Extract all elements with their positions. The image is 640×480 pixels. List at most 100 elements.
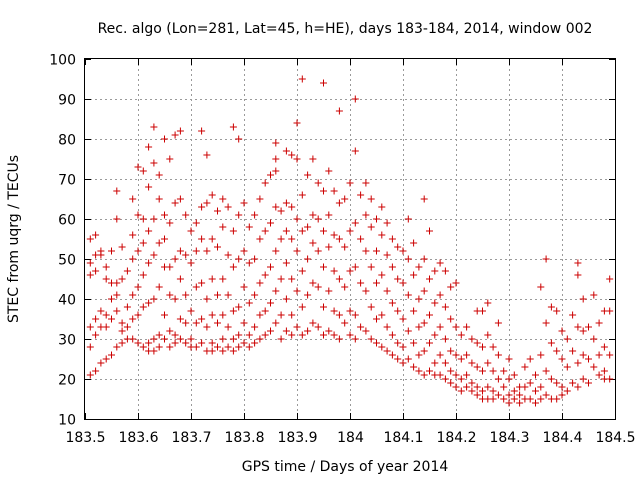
data-point	[590, 335, 598, 343]
x-tick-label: 183.5	[65, 430, 105, 446]
data-point	[176, 315, 184, 323]
data-point	[388, 263, 396, 271]
data-point	[298, 331, 306, 339]
data-point	[436, 351, 444, 359]
data-point	[176, 195, 184, 203]
data-point	[410, 271, 418, 279]
data-point	[399, 247, 407, 255]
data-point	[240, 319, 248, 327]
data-point	[457, 355, 465, 363]
data-point	[277, 235, 285, 243]
x-tick-label: 184.2	[436, 430, 476, 446]
data-point	[187, 227, 195, 235]
data-point	[261, 271, 269, 279]
data-point	[547, 303, 555, 311]
data-point	[542, 391, 550, 399]
data-point	[320, 303, 327, 311]
data-point	[277, 335, 285, 343]
data-point	[468, 387, 476, 395]
data-point	[431, 359, 439, 367]
data-point	[198, 279, 206, 287]
data-point	[378, 231, 386, 239]
data-point	[420, 319, 428, 327]
data-point	[277, 275, 285, 283]
data-point	[288, 203, 296, 211]
data-point	[176, 247, 184, 255]
data-point	[235, 343, 243, 351]
data-point	[304, 223, 312, 231]
data-point	[394, 307, 402, 315]
data-point	[304, 291, 312, 299]
data-point	[426, 311, 433, 319]
data-point	[224, 203, 232, 211]
data-point	[150, 251, 158, 259]
data-point	[86, 323, 94, 331]
data-point	[129, 231, 137, 239]
data-point	[108, 247, 115, 255]
data-point	[224, 343, 232, 351]
data-point	[261, 331, 269, 339]
data-point	[251, 291, 259, 299]
data-point	[224, 323, 232, 331]
data-point	[479, 343, 486, 351]
data-point	[245, 223, 253, 231]
data-point	[510, 371, 518, 379]
plot-frame	[84, 58, 616, 420]
data-point	[404, 215, 412, 223]
data-point	[214, 343, 221, 351]
data-point	[330, 331, 338, 339]
data-point	[420, 347, 428, 355]
data-point	[441, 335, 449, 343]
data-point	[155, 343, 163, 351]
data-point	[335, 107, 343, 115]
data-point	[341, 319, 349, 327]
data-point	[388, 299, 396, 307]
data-point	[240, 339, 248, 347]
data-point	[134, 163, 142, 171]
data-point	[367, 223, 375, 231]
data-point	[182, 251, 190, 259]
data-point	[484, 299, 492, 307]
data-point	[203, 199, 211, 207]
data-point	[272, 167, 280, 175]
data-point	[441, 375, 449, 383]
data-point	[553, 379, 561, 387]
data-point	[484, 359, 492, 367]
data-point	[145, 183, 153, 191]
data-point	[256, 195, 264, 203]
data-point	[229, 123, 237, 131]
y-tick-label: 10	[58, 413, 76, 429]
data-point	[113, 279, 121, 287]
data-point	[516, 399, 524, 407]
data-point	[510, 387, 518, 395]
data-point	[404, 255, 412, 263]
data-point	[325, 287, 333, 295]
data-point	[256, 335, 264, 343]
data-point	[293, 155, 301, 163]
data-point	[277, 207, 285, 215]
data-point	[468, 379, 476, 387]
data-point	[415, 295, 423, 303]
data-point	[489, 343, 497, 351]
data-point	[134, 211, 142, 219]
data-point	[373, 279, 380, 287]
y-tick-label: 20	[58, 373, 76, 389]
data-point	[102, 263, 110, 271]
x-tick-label: 184.5	[595, 430, 635, 446]
data-point	[505, 391, 513, 399]
data-point	[383, 219, 391, 227]
data-point	[500, 383, 508, 391]
data-point	[102, 275, 110, 283]
data-point	[134, 311, 142, 319]
data-point	[298, 227, 306, 235]
data-point	[341, 195, 349, 203]
data-point	[351, 263, 359, 271]
data-point	[431, 331, 439, 339]
data-point	[92, 267, 100, 275]
data-point	[452, 371, 460, 379]
data-point	[367, 195, 375, 203]
data-point	[569, 347, 577, 355]
data-point	[293, 287, 301, 295]
data-point	[563, 363, 571, 371]
